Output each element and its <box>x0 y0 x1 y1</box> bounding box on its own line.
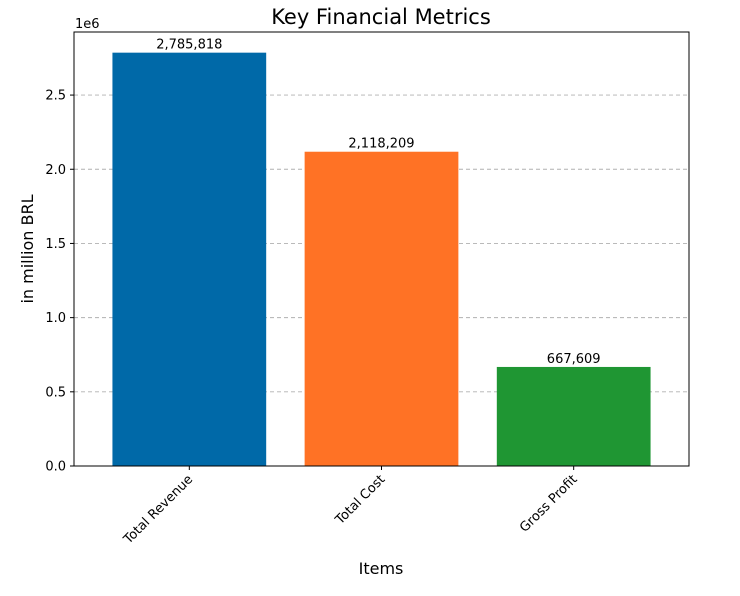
y-tick-label: 0.0 <box>45 460 66 475</box>
x-axis-label: Items <box>359 559 404 578</box>
bar-value-label: 667,609 <box>547 352 601 367</box>
y-axis-ticks: 0.0 0.5 1.0 1.5 2.0 2.5 <box>45 89 74 475</box>
y-tick-label: 1.5 <box>45 237 66 252</box>
y-axis-offset-label: 1e6 <box>75 17 100 32</box>
chart-title: Key Financial Metrics <box>271 5 491 29</box>
y-tick-label: 1.0 <box>45 311 66 326</box>
y-tick-label: 2.5 <box>45 89 66 104</box>
x-tick-label: Total Cost <box>332 472 388 528</box>
y-tick-label: 0.5 <box>45 385 66 400</box>
x-tick-label: Total Revenue <box>120 472 196 548</box>
x-tick-label: Gross Profit <box>517 472 580 535</box>
bar-value-labels: 2,785,818 2,118,209 667,609 <box>156 38 600 367</box>
bar <box>304 151 459 466</box>
bars <box>112 52 651 466</box>
bar <box>112 52 267 466</box>
bar-value-label: 2,118,209 <box>348 137 414 152</box>
x-axis-ticks: Total Revenue Total Cost Gross Profit <box>120 466 581 548</box>
bar-value-label: 2,785,818 <box>156 38 222 53</box>
y-tick-label: 2.0 <box>45 163 66 178</box>
bar <box>496 366 651 466</box>
y-axis-label: in million BRL <box>18 194 37 303</box>
